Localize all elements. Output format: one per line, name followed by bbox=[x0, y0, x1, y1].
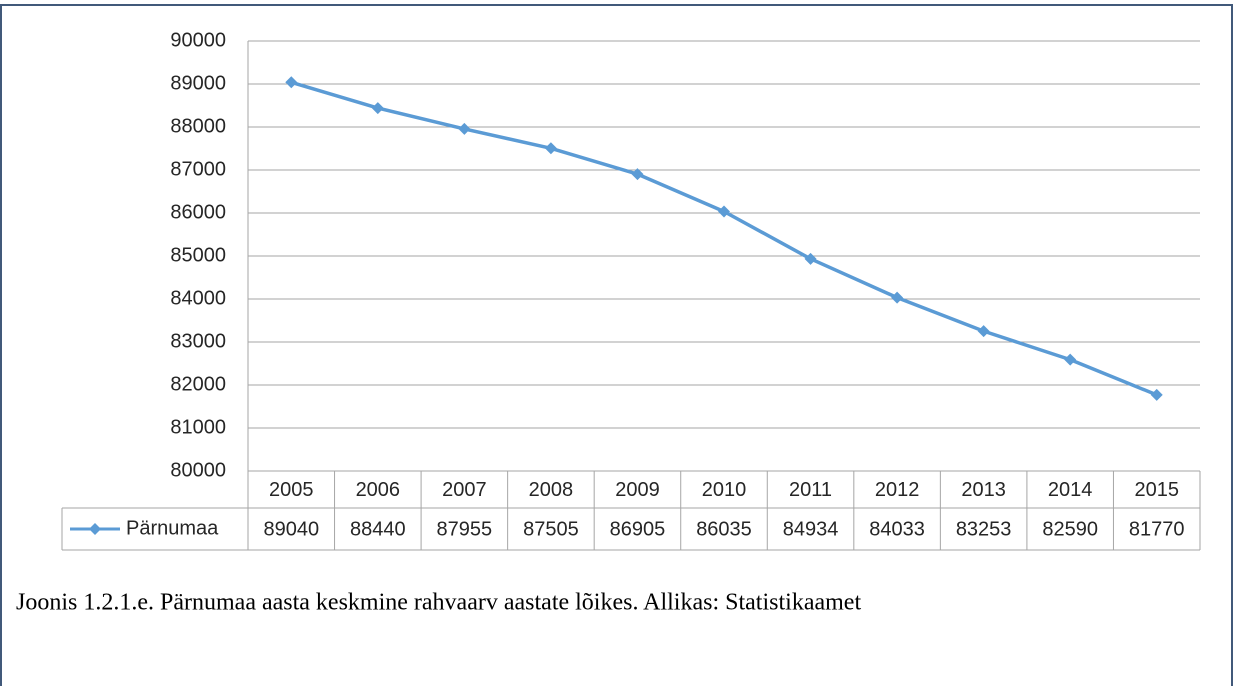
table-value: 86905 bbox=[610, 518, 666, 540]
line bbox=[290, 80, 1158, 397]
marker bbox=[891, 291, 904, 304]
x-tick-label: 2006 bbox=[356, 479, 401, 501]
table-value: 87505 bbox=[523, 518, 579, 540]
y-tick-label: 84000 bbox=[170, 287, 226, 309]
table-value: 88440 bbox=[350, 518, 406, 540]
x-tick-label: 2015 bbox=[1134, 479, 1179, 501]
x-tick-label: 2012 bbox=[875, 479, 920, 501]
y-tick-label: 90000 bbox=[170, 29, 226, 51]
frame bbox=[0, 4, 1233, 686]
marker bbox=[458, 122, 471, 135]
x-tick-label: 2010 bbox=[702, 479, 747, 501]
y-tick-label: 80000 bbox=[170, 459, 226, 481]
table-value: 84033 bbox=[869, 518, 925, 540]
marker bbox=[371, 102, 384, 115]
x-tick-label: 2005 bbox=[269, 479, 314, 501]
marker bbox=[977, 325, 990, 338]
y-tick-label: 82000 bbox=[170, 373, 226, 395]
x-tick-label: 2013 bbox=[961, 479, 1006, 501]
y-tick-label: 88000 bbox=[170, 115, 226, 137]
table-value: 81770 bbox=[1129, 518, 1185, 540]
y-tick-label: 87000 bbox=[170, 158, 226, 180]
table-value: 86035 bbox=[696, 518, 752, 540]
table-value: 82590 bbox=[1042, 518, 1098, 540]
caption: Joonis 1.2.1.e. Pärnumaa aasta keskmine … bbox=[16, 590, 861, 616]
marker bbox=[804, 252, 817, 265]
table-value: 89040 bbox=[263, 518, 319, 540]
x-tick-label: 2008 bbox=[529, 479, 574, 501]
marker bbox=[544, 142, 557, 155]
legend-marker bbox=[89, 523, 101, 535]
table-value: 84934 bbox=[783, 518, 839, 540]
y-tick-label: 86000 bbox=[170, 201, 226, 223]
table-value: 87955 bbox=[437, 518, 493, 540]
y-tick-label: 89000 bbox=[170, 72, 226, 94]
x-tick-label: 2009 bbox=[615, 479, 660, 501]
marker bbox=[631, 168, 644, 181]
x-tick-label: 2007 bbox=[442, 479, 487, 501]
y-tick-label: 83000 bbox=[170, 330, 226, 352]
marker bbox=[718, 205, 730, 218]
y-tick-label: 85000 bbox=[170, 244, 226, 266]
marker bbox=[1150, 388, 1163, 401]
x-tick-label: 2014 bbox=[1048, 479, 1093, 501]
marker bbox=[1064, 353, 1077, 366]
marker bbox=[285, 76, 298, 89]
x-tick-label: 2011 bbox=[789, 479, 832, 501]
y-tick-label: 81000 bbox=[170, 416, 226, 438]
table-value: 83253 bbox=[956, 518, 1012, 540]
legend-label: Pärnumaa bbox=[126, 517, 219, 539]
